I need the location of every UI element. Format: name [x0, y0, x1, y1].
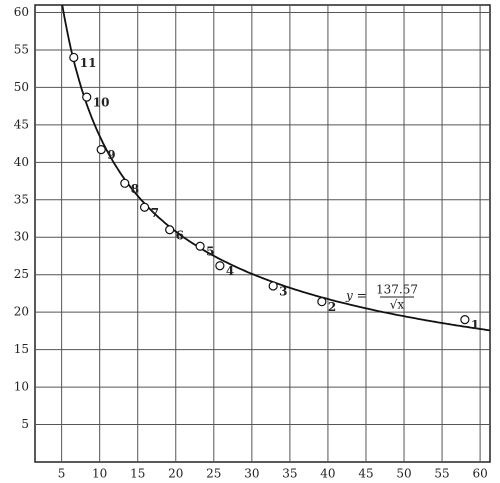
data-point	[460, 315, 470, 325]
point-label: 10	[93, 96, 110, 110]
x-tick-label: 45	[358, 467, 373, 481]
y-tick-label: 15	[14, 342, 29, 356]
data-point	[268, 281, 278, 291]
data-point	[120, 178, 130, 188]
point-label: 8	[131, 182, 139, 196]
data-point	[139, 202, 150, 212]
y-tick-label: 50	[14, 80, 29, 94]
y-tick-label: 40	[14, 155, 29, 169]
data-point	[165, 225, 175, 235]
data-point	[82, 92, 92, 102]
y-tick-label: 60	[14, 5, 29, 19]
x-tick-label: 35	[282, 467, 297, 481]
data-point	[69, 52, 79, 63]
y-tick-label: 10	[14, 380, 29, 394]
x-tick-label: 60	[472, 467, 487, 481]
data-point	[317, 297, 327, 307]
point-label: 3	[279, 284, 287, 298]
x-tick-label: 20	[168, 467, 183, 481]
point-label: 4	[226, 264, 234, 278]
formula-prefix: y =	[345, 289, 367, 303]
point-label: 6	[176, 228, 184, 242]
formula-numerator: 137.57	[376, 283, 418, 297]
x-tick-label: 40	[320, 467, 335, 481]
data-point	[195, 241, 205, 251]
y-tick-label: 5	[21, 417, 29, 431]
y-tick-label: 45	[14, 117, 29, 131]
x-tick-label: 25	[206, 467, 221, 481]
point-label: 7	[151, 206, 159, 220]
data-point	[215, 261, 225, 271]
x-tick-label: 50	[396, 467, 411, 481]
formula: y = 137.57 √x	[345, 283, 418, 312]
y-tick-label: 35	[14, 192, 29, 206]
x-tick-label: 55	[434, 467, 449, 481]
plot-frame	[34, 4, 491, 463]
y-tick-label: 30	[14, 230, 29, 244]
x-tick-label: 30	[244, 467, 259, 481]
data-point	[96, 144, 106, 155]
y-tick-label: 25	[14, 267, 29, 281]
formula-denominator: √x	[390, 298, 405, 312]
point-label: 9	[107, 148, 115, 162]
point-label: 2	[328, 300, 336, 314]
fit-curve	[61, 4, 491, 332]
y-tick-label: 55	[14, 42, 29, 56]
point-label: 11	[80, 56, 97, 70]
y-tick-label: 20	[14, 305, 29, 319]
point-label: 5	[206, 245, 214, 259]
x-tick-label: 5	[58, 467, 66, 481]
point-label: 1	[471, 318, 479, 332]
x-tick-label: 15	[130, 467, 145, 481]
x-tick-label: 10	[92, 467, 107, 481]
